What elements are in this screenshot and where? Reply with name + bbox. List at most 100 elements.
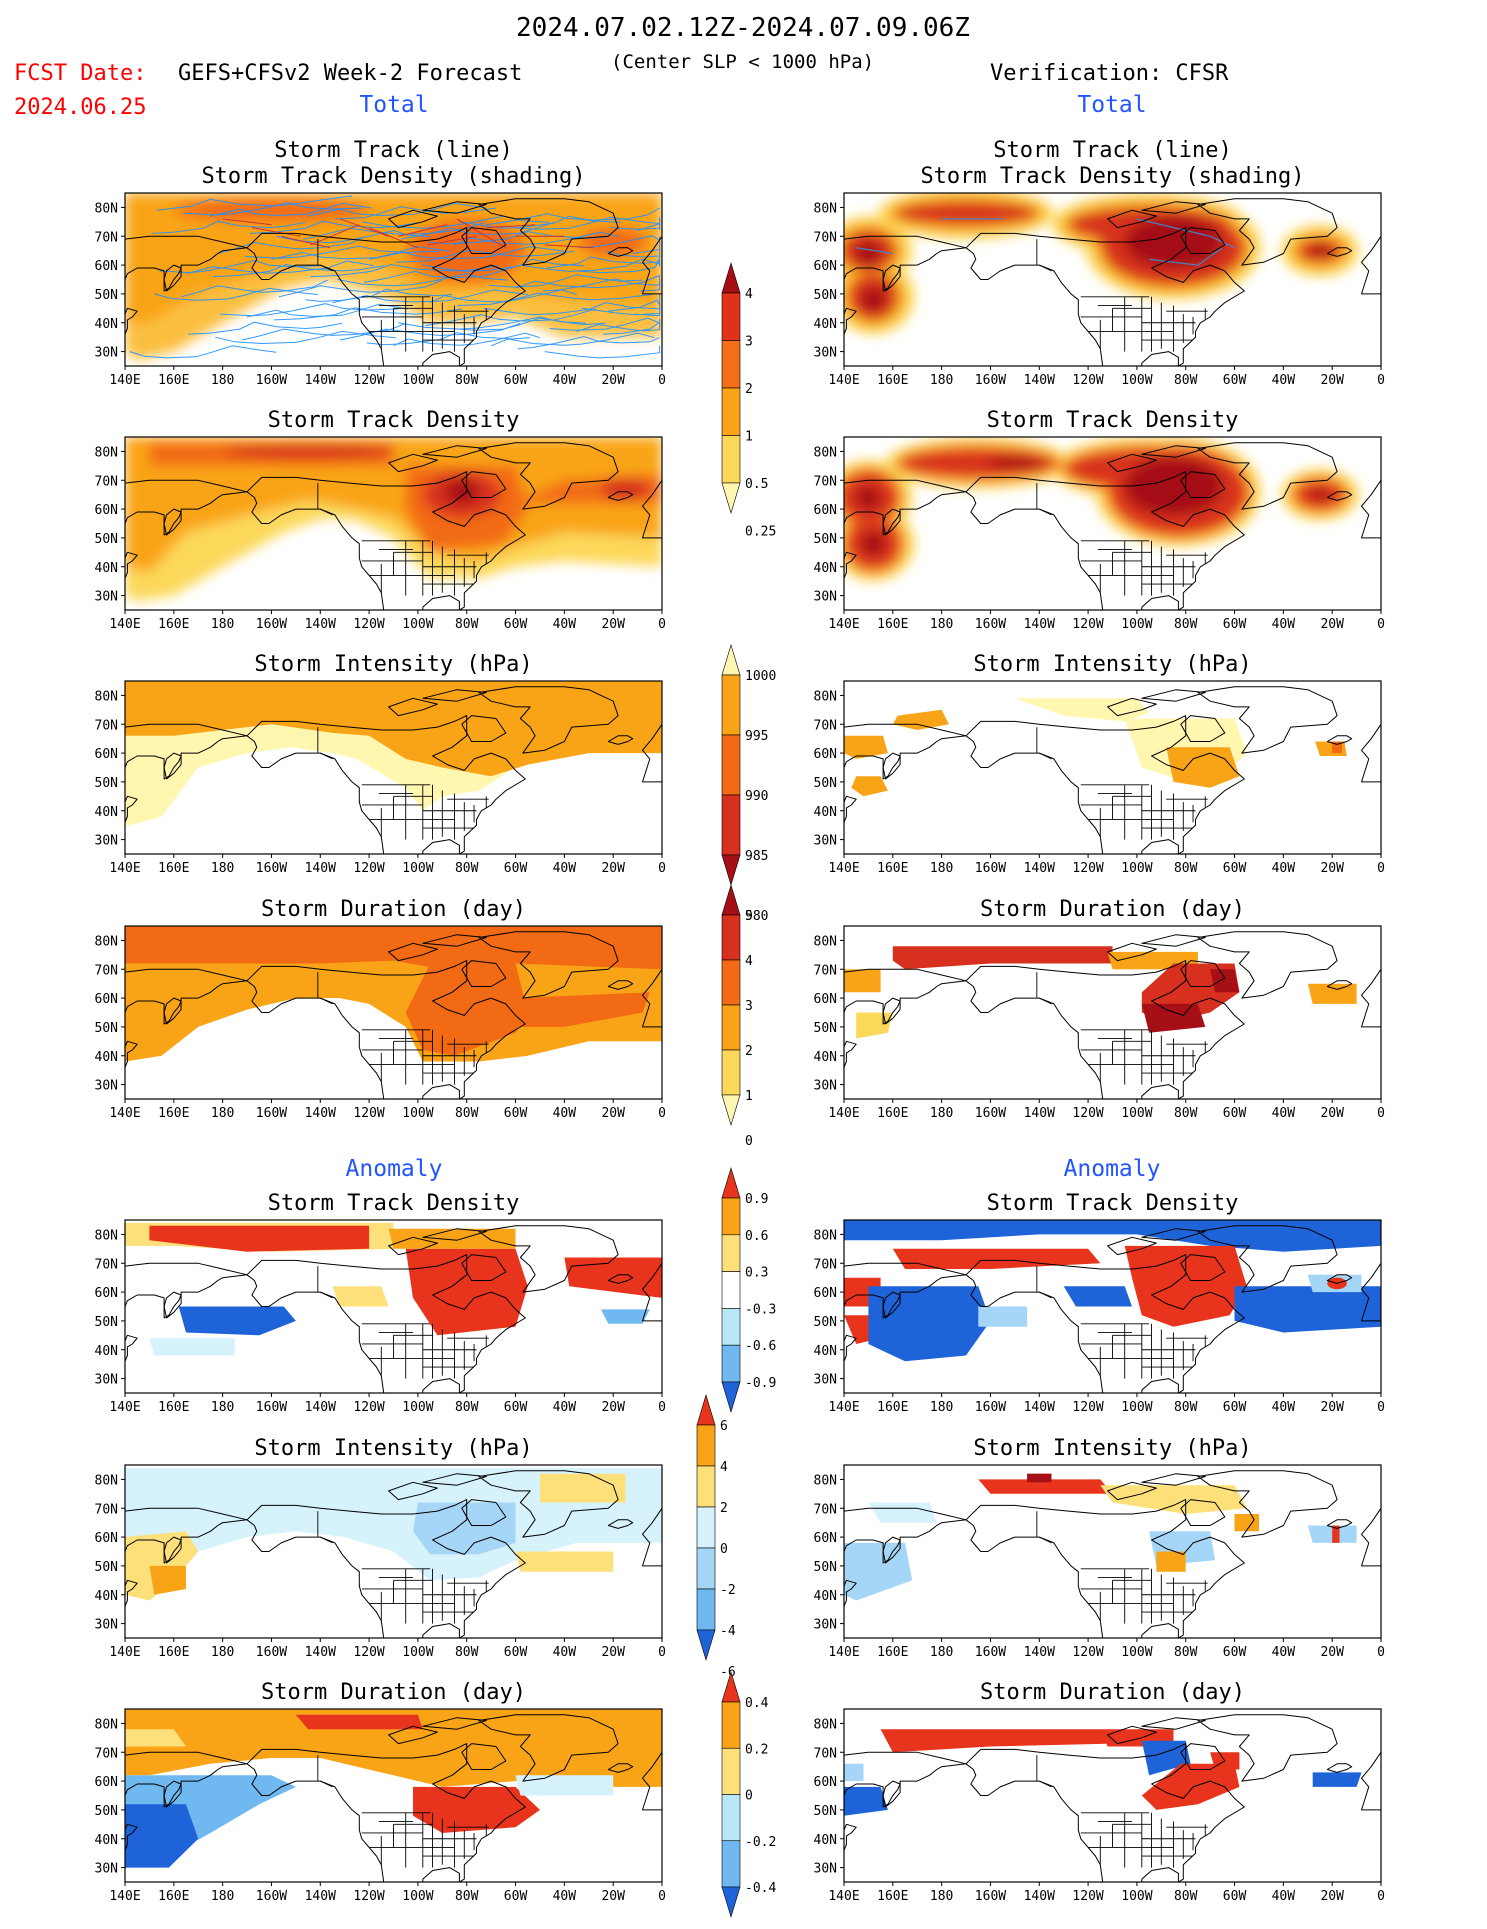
colorbar-segment xyxy=(721,643,741,676)
colorbar-label: 0.5 xyxy=(745,477,768,492)
shading-field xyxy=(125,1222,662,1356)
lon-tick-label: 120W xyxy=(353,1106,384,1121)
lon-tick-label: 60W xyxy=(504,1645,528,1660)
lat-tick-label: 80N xyxy=(95,934,118,949)
lon-tick-label: 140W xyxy=(1024,861,1055,876)
lon-tick-label: 140E xyxy=(109,861,140,876)
lon-tick-label: 60W xyxy=(1223,617,1247,632)
section-anomaly-right: Anomaly xyxy=(1064,1156,1161,1182)
lon-tick-label: 0 xyxy=(1377,373,1385,388)
lat-tick-label: 80N xyxy=(95,1228,118,1243)
colorbar-label: 980 xyxy=(745,909,768,924)
lat-tick-label: 80N xyxy=(95,1473,118,1488)
coastlines xyxy=(844,1470,1381,1638)
colorbar-segment xyxy=(721,794,741,856)
lon-tick-label: 140W xyxy=(305,1645,336,1660)
coastlines xyxy=(844,198,1381,366)
lat-tick-label: 60N xyxy=(814,1531,837,1546)
colorbar-segment xyxy=(721,914,741,961)
lon-tick-label: 140W xyxy=(305,373,336,388)
panel-anom_density-verification: Storm Track Density 80N 70N 60N 50N 40N 30N 140… xyxy=(814,1191,1385,1415)
lon-tick-label: 120W xyxy=(1072,617,1103,632)
lon-tick-label: 20W xyxy=(601,1106,625,1121)
lat-tick-label: 80N xyxy=(814,445,837,460)
colorbar-segment xyxy=(721,340,741,389)
panel-title: Storm Intensity (hPa) xyxy=(973,1436,1251,1461)
lon-tick-label: 60W xyxy=(1223,1400,1247,1415)
colorbar-segment xyxy=(721,1271,741,1309)
lon-tick-label: 160W xyxy=(256,1106,287,1121)
lon-tick-label: 140E xyxy=(109,1106,140,1121)
lon-tick-label: 160E xyxy=(158,1645,189,1660)
colorbar-label: 985 xyxy=(745,849,768,864)
lon-tick-label: 60W xyxy=(504,861,528,876)
lon-tick-label: 0 xyxy=(658,1106,666,1121)
colorbar-segment xyxy=(721,482,741,515)
colorbar-label: 6 xyxy=(720,1419,728,1434)
lon-tick-label: 160W xyxy=(975,617,1006,632)
lat-tick-label: 80N xyxy=(814,689,837,704)
lat-tick-label: 30N xyxy=(95,1618,118,1633)
colorbar-segment xyxy=(721,1004,741,1051)
colorbar-label: 995 xyxy=(745,729,768,744)
colorbar-segment xyxy=(721,261,741,294)
colorbar-label: 3 xyxy=(745,335,753,350)
lat-tick-label: 50N xyxy=(95,288,118,303)
colorbar-segment xyxy=(696,1547,716,1590)
colorbar-segment xyxy=(696,1393,716,1426)
colorbar-label: 0.9 xyxy=(745,1192,768,1207)
colorbar-segment xyxy=(721,854,741,887)
lon-tick-label: 60W xyxy=(1223,861,1247,876)
coastlines xyxy=(125,686,662,854)
colorbar-label: 0.25 xyxy=(745,525,776,540)
lon-tick-label: 120W xyxy=(353,617,384,632)
panel-anom_duration-forecast: Storm Duration (day) 80N 70N 60N 50N 40N 30N 14… xyxy=(95,1680,666,1904)
lon-tick-label: 140E xyxy=(109,1645,140,1660)
lat-tick-label: 60N xyxy=(95,747,118,762)
colorbar-label: 4 xyxy=(745,954,753,969)
lon-tick-label: 20W xyxy=(601,861,625,876)
lon-tick-label: 100W xyxy=(402,1645,433,1660)
lon-tick-label: 80W xyxy=(455,1889,479,1904)
lat-tick-label: 70N xyxy=(95,1746,118,1761)
lat-tick-label: 30N xyxy=(95,834,118,849)
lon-tick-label: 20W xyxy=(1320,373,1344,388)
lon-tick-label: 120W xyxy=(1072,373,1103,388)
colorbar-label: 0.4 xyxy=(745,1696,769,1711)
lon-tick-label: 40W xyxy=(1272,1106,1296,1121)
colorbar-label: -2 xyxy=(720,1583,736,1598)
coastlines xyxy=(844,931,1381,1099)
colorbar-label: 4 xyxy=(745,287,753,302)
lon-tick-label: 140E xyxy=(109,1889,140,1904)
lat-tick-label: 70N xyxy=(95,474,118,489)
panel-anom_duration-verification: Storm Duration (day) 80N 70N 60N 50N 40N 30N 14… xyxy=(814,1680,1385,1904)
shading-field xyxy=(125,1467,662,1601)
colorbar-duration: 5 4 3 2 1 0 xyxy=(721,883,753,1149)
lon-tick-label: 120W xyxy=(1072,1106,1103,1121)
lon-tick-label: 180 xyxy=(930,1400,953,1415)
lon-tick-label: 20W xyxy=(601,617,625,632)
lat-tick-label: 50N xyxy=(95,532,118,547)
lon-tick-label: 140E xyxy=(828,1645,859,1660)
lon-tick-label: 160E xyxy=(877,617,908,632)
colorbar-segment xyxy=(721,883,741,916)
lon-tick-label: 180 xyxy=(930,373,953,388)
colorbar-label: 0 xyxy=(745,1134,753,1149)
colorbar-label: 4 xyxy=(720,1460,728,1475)
lon-tick-label: 180 xyxy=(930,1106,953,1121)
lon-tick-label: 180 xyxy=(930,861,953,876)
lat-tick-label: 40N xyxy=(814,1589,837,1604)
fcst-date-label: FCST Date: xyxy=(14,61,146,86)
lon-tick-label: 80W xyxy=(455,1400,479,1415)
lon-tick-label: 100W xyxy=(1121,373,1152,388)
lon-tick-label: 160W xyxy=(256,1400,287,1415)
lat-tick-label: 60N xyxy=(814,1286,837,1301)
panel-frame xyxy=(124,680,663,855)
colorbar-segment xyxy=(721,1840,741,1888)
coastlines xyxy=(125,1470,662,1638)
colorbar-label: 0 xyxy=(745,1789,753,1804)
panel-title-line1: Storm Track (line) xyxy=(274,138,512,163)
lon-tick-label: 100W xyxy=(402,373,433,388)
panel-frame xyxy=(124,192,663,367)
lat-tick-label: 40N xyxy=(814,1344,837,1359)
